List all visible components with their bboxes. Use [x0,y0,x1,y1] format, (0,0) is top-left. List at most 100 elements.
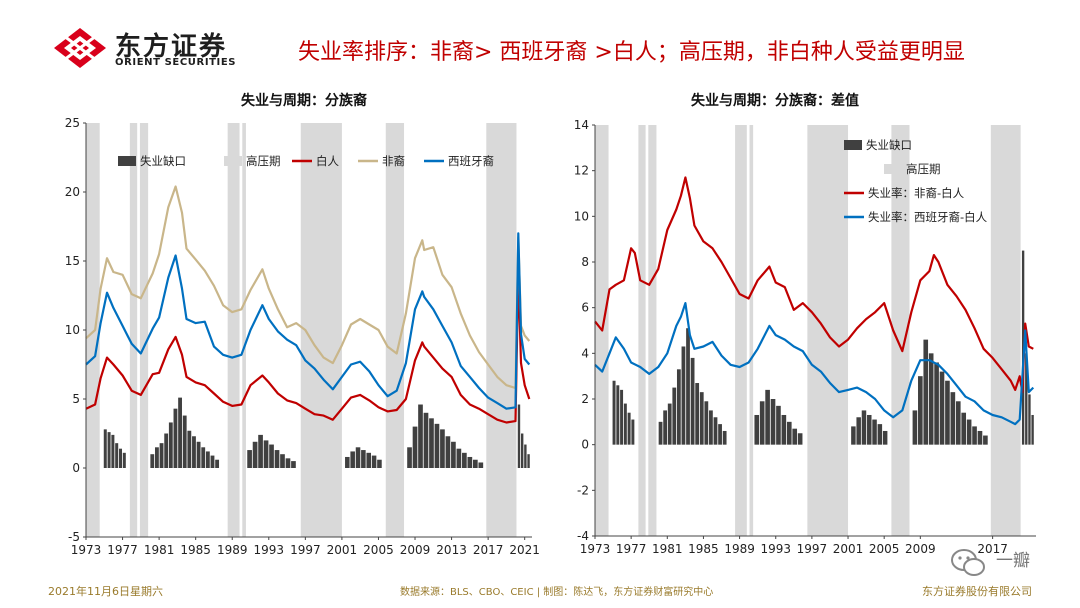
high-pressure-band [990,125,1021,536]
gap-bar [285,458,291,468]
gap-bar [972,426,977,445]
gap-bar [182,415,187,468]
chart-unemployment-by-race: 失业与周期：分族裔 -5 0 5 10 15 20 25 1973 1977 1981 1985 198… [36,85,552,563]
gap-bar [623,403,627,445]
high-pressure-band [749,125,754,536]
high-pressure-band [486,123,517,537]
y-tick-label: -2 [577,483,589,497]
gap-bar [912,410,918,445]
gap-bar [797,433,803,445]
gap-bar [695,383,700,445]
gap-bar [451,441,456,468]
footer-company: 东方证券股份有限公司 [922,585,1032,598]
gap-bar [681,346,686,445]
gap-bar [861,410,867,445]
gap-bar [955,401,961,445]
x-tick-label: 2017 [977,542,1008,556]
legend-swatch [118,156,136,166]
gap-bar [407,447,412,468]
gap-bar [478,462,484,468]
gap-bar [713,417,718,445]
gap-bar [150,454,155,468]
gap-bar [934,362,939,445]
x-tick-label: 1989 [217,543,248,557]
gap-bar [517,404,521,468]
gap-bar [918,376,923,445]
gap-bar [201,447,206,468]
x-tick-label: 1985 [688,542,719,556]
gap-bar [786,421,792,445]
gap-bar [616,385,620,445]
gap-bar [103,429,107,468]
legend-label: 非裔 [382,154,405,168]
high-pressure-band [807,125,849,536]
gap-bar [118,448,123,468]
gap-bar [418,404,423,468]
y-tick-label: 8 [581,255,589,269]
y-tick-label: 0 [581,438,589,452]
gap-bar [122,452,126,468]
chart-unemployment-difference-svg: 失业与周期：分族裔：差值 -4 -2 0 2 4 6 8 10 12 14 1973 1977 1981 1… [574,92,1036,556]
x-tick-label: 1993 [254,543,285,557]
legend-label: 高压期 [246,154,281,168]
legend-label: 失业缺口 [140,154,186,168]
gap-bar [872,419,877,445]
gap-bar [690,357,695,445]
gap-bar [291,461,296,468]
legend-label: 白人 [316,154,339,168]
gap-bar [355,447,361,468]
x-tick-label: 2021 [509,543,540,557]
gap-bar [196,441,201,468]
gap-bar [269,444,274,468]
high-pressure-band [129,123,138,537]
x-tick-label: 1989 [724,542,755,556]
gap-bar [672,387,677,445]
gap-bar [159,443,164,468]
gap-bar [527,454,530,468]
gap-bar [456,448,462,468]
gap-bar [977,430,983,445]
gap-bar [440,429,445,468]
x-tick-label: 2013 [436,543,467,557]
series-line [85,232,531,410]
footer-date: 2021年11月6日星期六 [48,585,163,598]
footer-source: 数据来源：BLS、CBO、CEIC | 制图：陈达飞，东方证券财富研究中心 [400,587,714,598]
gap-bar [412,426,418,468]
gap-bar [434,423,440,468]
gap-bar [961,412,967,445]
y-tick-label: 10 [574,209,589,223]
high-pressure-band [638,125,646,536]
x-tick-label: 1981 [652,542,683,556]
gap-bar [1025,353,1028,445]
gap-bar [620,389,624,445]
gap-bar [867,414,872,445]
gap-bar [966,419,972,445]
gap-bar [462,452,467,468]
series-line [85,185,531,390]
series-line [594,302,1035,426]
legend-swatch [884,164,902,174]
gap-bar [631,419,635,445]
chart-title: 失业与周期：分族裔：差值 [691,92,859,109]
gap-bar [366,452,372,468]
gap-bar [274,450,280,468]
chart-title: 失业与周期：分族裔 [241,92,367,109]
gap-bar [709,410,713,445]
gap-bar [371,455,377,468]
gap-bar [247,450,252,468]
wechat-icon [951,549,985,576]
x-tick-label: 1977 [107,543,138,557]
gap-bar [722,430,727,445]
y-tick-label: 20 [65,185,80,199]
high-pressure-band [300,123,342,537]
gap-bar [754,414,760,445]
x-tick-label: 2001 [833,542,864,556]
gap-bar [258,434,263,468]
gap-bar [1031,414,1034,445]
gap-bar [770,399,776,445]
gap-bar [205,451,210,468]
gap-bar [718,424,722,445]
x-tick-label: 1993 [760,542,791,556]
brand-logo: 东方证券 ORIENT SECURITIES [52,26,252,70]
logo-english-name: ORIENT SECURITIES [115,57,237,68]
